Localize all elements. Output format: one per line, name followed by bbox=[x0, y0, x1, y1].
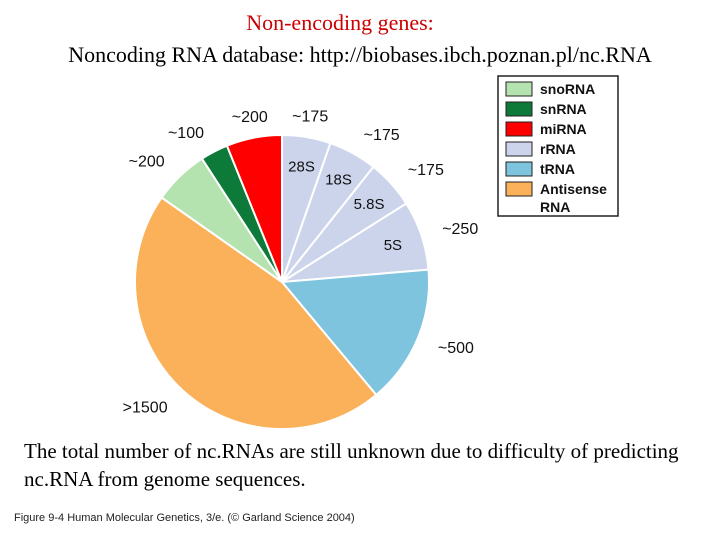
legend-swatch bbox=[505, 161, 533, 177]
legend-label: Antisense RNA bbox=[540, 181, 607, 215]
pie-slices bbox=[133, 133, 430, 431]
slice-value-label: ~200 bbox=[232, 109, 268, 126]
legend-label: tRNA bbox=[540, 161, 575, 177]
page-subtitle: Noncoding RNA database: http://biobases.… bbox=[68, 42, 652, 67]
slice-value-label: ~250 bbox=[442, 221, 478, 238]
slice-value-label: ~500 bbox=[438, 340, 474, 357]
chart-legend: snoRNA snRNA miRNA rRNA tRNA Antisense RNA bbox=[497, 75, 619, 217]
legend-label: snoRNA bbox=[540, 81, 595, 97]
slice-value-label: ~175 bbox=[408, 162, 444, 179]
slice-value-label: >1500 bbox=[123, 399, 168, 416]
legend-swatch bbox=[505, 181, 533, 197]
slice-subtype-label: 5.8S bbox=[354, 196, 385, 213]
pie-slice-mirna bbox=[225, 133, 283, 283]
figure-credit: Figure 9-4 Human Molecular Genetics, 3/e… bbox=[14, 512, 355, 524]
legend-swatch bbox=[505, 101, 533, 117]
legend-swatch bbox=[505, 121, 533, 137]
pie-labels: ~175 28S ~175 18S ~175 5.8S ~250 5S ~500 >1500 ~20… bbox=[123, 108, 479, 416]
page-title: Non-encoding genes: bbox=[246, 10, 434, 35]
slice-subtype-label: 5S bbox=[384, 237, 402, 254]
slice-value-label: ~100 bbox=[168, 125, 204, 142]
slice-value-label: ~175 bbox=[364, 127, 400, 144]
legend-label: snRNA bbox=[540, 101, 587, 117]
legend-swatch bbox=[505, 141, 533, 157]
legend-label: rRNA bbox=[540, 141, 576, 157]
pie-slice-trna bbox=[280, 268, 430, 397]
legend-label: miRNA bbox=[540, 121, 587, 137]
slice-subtype-label: 28S bbox=[288, 159, 315, 176]
pie-slice-antisense-rna bbox=[133, 196, 378, 431]
slice-value-label: ~200 bbox=[129, 153, 165, 170]
slice-subtype-label: 18S bbox=[325, 172, 352, 189]
footnote-text: The total number of nc.RNAs are still un… bbox=[24, 439, 679, 491]
slice-value-label: ~175 bbox=[292, 108, 328, 125]
legend-swatch bbox=[505, 81, 533, 97]
